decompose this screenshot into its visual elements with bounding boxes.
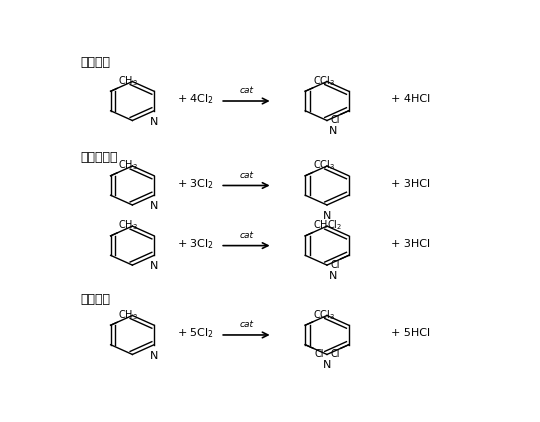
Text: N: N (150, 116, 158, 127)
Text: N: N (323, 211, 331, 221)
Text: + 3Cl$_2$: + 3Cl$_2$ (177, 177, 214, 191)
Text: N: N (150, 351, 158, 360)
Text: CH$_3$: CH$_3$ (118, 219, 138, 232)
Text: + 4HCl: + 4HCl (391, 95, 430, 104)
Text: cat: cat (239, 86, 253, 95)
Text: cat: cat (239, 320, 253, 329)
Text: 过渡产物：: 过渡产物： (80, 151, 118, 165)
Text: Cl: Cl (330, 115, 340, 125)
Text: + 5Cl$_2$: + 5Cl$_2$ (177, 327, 214, 340)
Text: Cl: Cl (330, 349, 340, 359)
Text: Cl: Cl (330, 260, 340, 270)
Text: + 3Cl$_2$: + 3Cl$_2$ (177, 237, 214, 251)
Text: 副产物：: 副产物： (80, 293, 110, 306)
Text: N: N (150, 261, 158, 271)
Text: 主产物：: 主产物： (80, 56, 110, 68)
Text: Cl: Cl (314, 349, 323, 359)
Text: N: N (329, 126, 338, 136)
Text: CH$_3$: CH$_3$ (118, 158, 138, 172)
Text: + 4Cl$_2$: + 4Cl$_2$ (177, 92, 214, 106)
Text: cat: cat (239, 231, 253, 240)
Text: cat: cat (239, 170, 253, 180)
Text: CH$_3$: CH$_3$ (118, 308, 138, 322)
Text: N: N (329, 271, 338, 281)
Text: CH$_3$: CH$_3$ (118, 74, 138, 88)
Text: N: N (150, 201, 158, 211)
Text: N: N (323, 360, 331, 370)
Text: CCl$_3$: CCl$_3$ (313, 158, 335, 172)
Text: + 5HCl: + 5HCl (391, 328, 430, 338)
Text: CCl$_3$: CCl$_3$ (313, 308, 335, 322)
Text: + 3HCl: + 3HCl (391, 179, 430, 189)
Text: + 3HCl: + 3HCl (391, 239, 430, 249)
Text: CHCl$_2$: CHCl$_2$ (313, 219, 342, 232)
Text: CCl$_3$: CCl$_3$ (313, 74, 335, 88)
